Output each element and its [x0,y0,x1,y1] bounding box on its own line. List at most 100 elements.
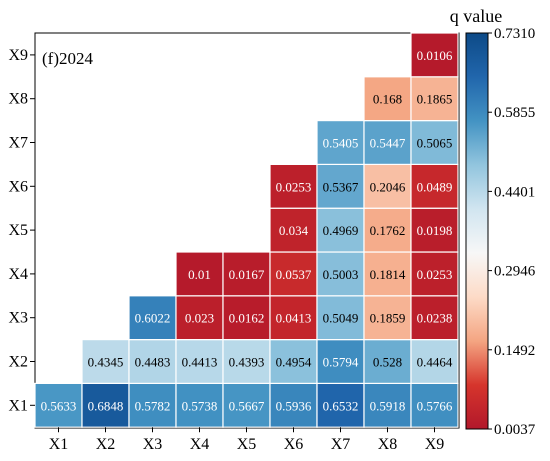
colorbar-tick-label: 0.4401 [494,184,535,200]
heatmap-cell [316,382,365,428]
heatmap-cell [316,163,365,209]
cell-value-label: 0.034 [279,223,309,238]
heatmap-cell [222,251,271,297]
heatmap-cell [363,163,412,209]
y-tick-label: X3 [8,310,28,327]
y-tick-label: X5 [8,222,28,239]
cell-value-label: 0.5782 [135,398,171,413]
colorbar: q value 0.73100.58550.44010.29460.14920.… [450,6,536,438]
cell-value-label: 0.023 [185,311,214,326]
colorbar-ticks: 0.7310 0.5855 0.4401 0.2946 0.1492 0.0037 [488,26,536,438]
colorbar-title: q value [450,6,502,26]
cell-value-label: 0.0167 [229,267,265,282]
x-tick-label: X3 [143,436,163,453]
cell-value-label: 0.5049 [323,311,359,326]
cell-value-label: 0.5766 [417,398,453,413]
colorbar-tick-label: 0.5855 [494,105,535,121]
heatmap-cell [269,295,318,341]
cell-value-label: 0.5936 [276,398,312,413]
x-tick-label: X1 [49,436,69,453]
cell-value-label: 0.0253 [417,267,453,282]
heatmap-cell [34,382,83,428]
heatmap-cell [175,339,224,385]
heatmap-cell [316,251,365,297]
cell-value-label: 0.0106 [417,48,453,63]
heatmap-cell [410,339,459,385]
x-tick-label: X7 [331,436,351,453]
heatmap-cells: 0.5633 0.6848 0.5782 0.5738 0.5667 0.5936 0.65… [34,32,459,428]
cell-value-label: 0.01 [188,267,211,282]
cell-value-label: 0.5738 [182,398,218,413]
heatmap-cell [81,339,130,385]
cell-value-label: 0.1865 [417,92,453,107]
cell-value-label: 0.5065 [417,136,453,151]
heatmap-cell [269,163,318,209]
heatmap-cell [175,295,224,341]
heatmap-cell [363,207,412,253]
cell-value-label: 0.1814 [370,267,406,282]
cell-value-label: 0.5667 [229,398,265,413]
colorbar-tick-label: 0.0037 [494,422,536,438]
cell-value-label: 0.5447 [370,136,406,151]
heatmap-cell [363,295,412,341]
y-tick-label: X6 [8,178,28,195]
cell-value-label: 0.528 [373,355,402,370]
colorbar-tick-label: 0.2946 [494,264,536,280]
cell-value-label: 0.1859 [370,311,406,326]
x-tick-label: X8 [378,436,398,453]
cell-value-label: 0.0537 [276,267,312,282]
x-tick-label: X9 [425,436,445,453]
heatmap-cell [410,119,459,165]
x-tick-label: X6 [284,436,304,453]
heatmap-cell [269,251,318,297]
heatmap-cell [410,32,459,78]
y-tick-label: X7 [8,135,28,152]
colorbar-gradient [465,32,489,430]
cell-value-label: 0.4464 [417,355,453,370]
colorbar-tick-label: 0.1492 [494,343,535,359]
heatmap-cell [128,295,177,341]
y-tick-label: X4 [8,266,28,283]
cell-value-label: 0.0198 [417,223,453,238]
cell-value-label: 0.6022 [135,311,171,326]
heatmap-cell [410,207,459,253]
heatmap-cell [316,207,365,253]
heatmap-cell [175,251,224,297]
cell-value-label: 0.5367 [323,179,359,194]
cell-value-label: 0.4413 [182,355,218,370]
heatmap-cell [222,339,271,385]
heatmap-cell [410,163,459,209]
x-tick-label: X4 [190,436,210,453]
panel-label: (f)2024 [42,49,93,68]
x-tick-label: X2 [96,436,116,453]
cell-value-label: 0.2046 [370,179,406,194]
cell-value-label: 0.6848 [88,398,124,413]
cell-value-label: 0.0238 [417,311,453,326]
x-tick-label: X5 [237,436,257,453]
cell-value-label: 0.0162 [229,311,265,326]
cell-value-label: 0.4483 [135,355,171,370]
cell-value-label: 0.4393 [229,355,265,370]
y-tick-label: X8 [8,91,28,108]
cell-value-label: 0.4954 [276,355,312,370]
cell-value-label: 0.0253 [276,179,312,194]
heatmap-cell [222,295,271,341]
cell-value-label: 0.1762 [370,223,406,238]
cell-value-label: 0.5405 [323,136,359,151]
heatmap-cell [222,382,271,428]
cell-value-label: 0.168 [373,92,402,107]
y-tick-label: X2 [8,354,28,371]
cell-value-label: 0.5918 [370,398,406,413]
heatmap-cell [363,251,412,297]
heatmap-cell [269,207,318,253]
cell-value-label: 0.4345 [88,355,124,370]
axes: X1 X2 X3 X4 X5 X6 X7 X8 X9 X1 X2 X3 X4 X5 X6 X7 X8 X9 [8,47,444,453]
cell-value-label: 0.4969 [323,223,359,238]
y-tick-label: X9 [8,47,28,64]
colorbar-tick-label: 0.7310 [494,26,535,42]
heatmap-cell [269,339,318,385]
cell-value-label: 0.5633 [41,398,77,413]
heatmap-cell [410,76,459,122]
cell-value-label: 0.6532 [323,398,359,413]
